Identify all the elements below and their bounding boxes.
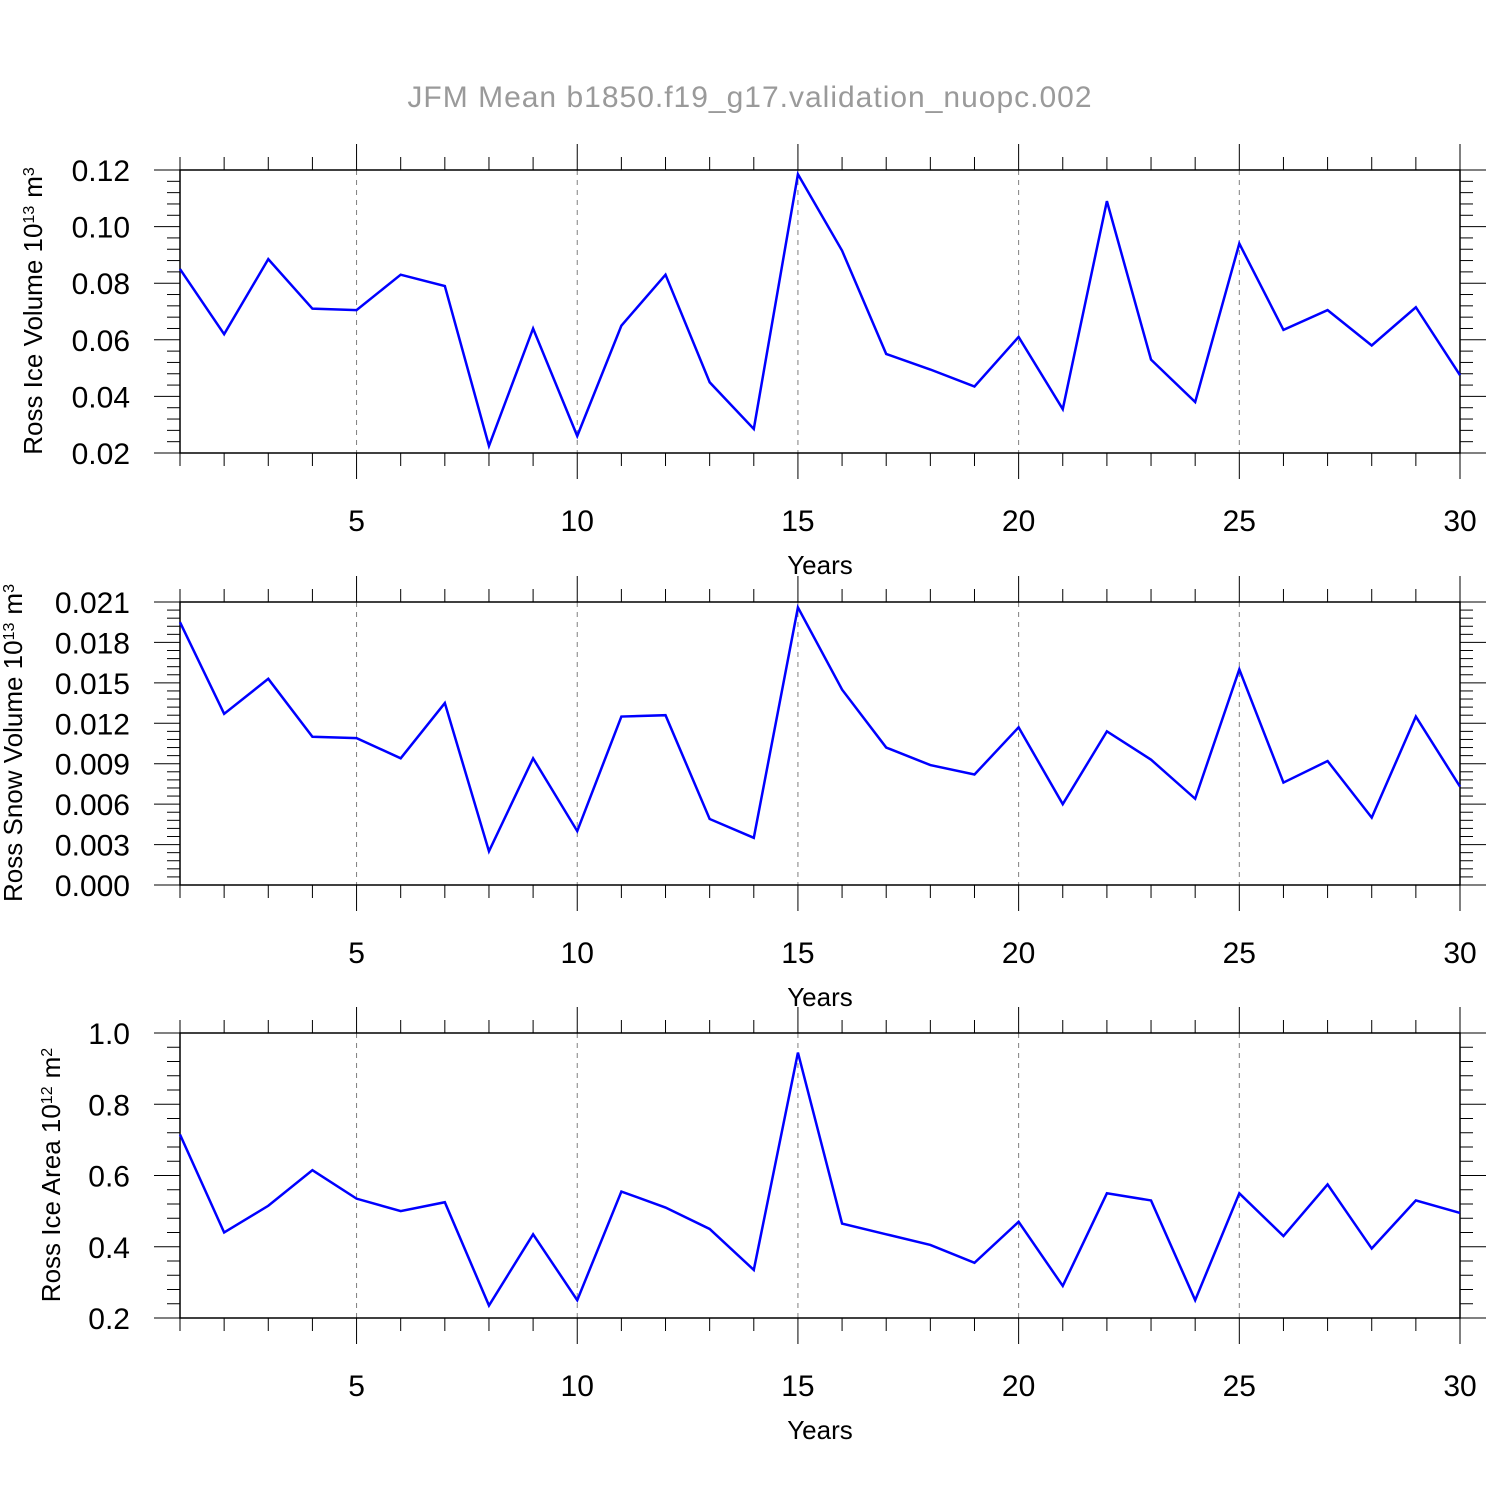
x-tick-label: 30 bbox=[1443, 1370, 1476, 1403]
y-axis-title: Ross Ice Volume 1013 m3 bbox=[18, 167, 48, 455]
y-tick-label: 0.000 bbox=[55, 870, 130, 903]
y-axis-title-text: Ross Snow Volume 10 bbox=[0, 640, 28, 902]
y-tick-label: 0.018 bbox=[55, 627, 130, 660]
x-tick-label: 30 bbox=[1443, 505, 1476, 538]
y-axis-title: Ross Snow Volume 1013 m3 bbox=[0, 584, 28, 902]
x-tick-label: 5 bbox=[348, 1370, 365, 1403]
chart-panel-2: 0.000 0.003 0.006 0.009 0.012 0.015 0.018 0.021… bbox=[0, 576, 1486, 1012]
y-tick-label: 0.2 bbox=[88, 1303, 130, 1336]
y-axis-title-unit-exponent: 2 bbox=[39, 1048, 56, 1057]
y-tick-label: 0.08 bbox=[72, 268, 130, 301]
series-line-1 bbox=[178, 1052, 1461, 1309]
x-tick-label: 5 bbox=[348, 505, 365, 538]
x-tick-label: 25 bbox=[1223, 505, 1256, 538]
plot-frame bbox=[179, 1032, 1461, 1319]
series-line-1 bbox=[178, 603, 1462, 855]
chart-panel-3: 0.2 0.4 0.6 0.8 1.0 5 10 15 20 25 30 Years Ross Ice … bbox=[36, 1007, 1486, 1445]
y-axis-title: Ross Ice Area 1012 m2 bbox=[36, 1048, 66, 1302]
x-tick-label: 15 bbox=[781, 505, 814, 538]
x-axis-title: Years bbox=[787, 1415, 853, 1445]
x-tick-label: 15 bbox=[781, 937, 814, 970]
y-axis-title-text: Ross Ice Area 10 bbox=[36, 1104, 66, 1302]
y-tick-label: 0.04 bbox=[72, 381, 130, 414]
x-tick-label: 25 bbox=[1223, 1370, 1256, 1403]
y-tick-label: 0.6 bbox=[88, 1161, 130, 1194]
y-axis-title-unit: m bbox=[36, 1057, 66, 1079]
y-tick-label: 1.0 bbox=[88, 1018, 130, 1051]
y-tick-label: 0.4 bbox=[88, 1232, 130, 1265]
y-tick-label: 0.10 bbox=[72, 212, 130, 245]
y-tick-label: 0.12 bbox=[72, 155, 130, 188]
chart-title: JFM Mean b1850.f19_g17.validation_nuopc.… bbox=[407, 81, 1092, 114]
x-tick-label: 10 bbox=[561, 937, 594, 970]
y-axis-title-exponent: 13 bbox=[21, 206, 38, 224]
y-tick-label: 0.8 bbox=[88, 1089, 130, 1122]
y-axis-title-unit-exponent: 3 bbox=[1, 584, 18, 593]
y-tick-label: 0.003 bbox=[55, 830, 130, 863]
x-tick-label: 25 bbox=[1223, 937, 1256, 970]
y-tick-label: 0.015 bbox=[55, 668, 130, 701]
x-tick-label: 10 bbox=[561, 1370, 594, 1403]
x-tick-label: 30 bbox=[1443, 937, 1476, 970]
x-axis-title: Years bbox=[787, 550, 853, 580]
x-tick-label: 15 bbox=[781, 1370, 814, 1403]
y-axis-title-text: Ross Ice Volume 10 bbox=[18, 224, 48, 455]
y-tick-label: 0.021 bbox=[55, 587, 130, 620]
chart-panels: 0.020.040.060.080.100.125 10 15 20 25 30Years… bbox=[0, 144, 1486, 1445]
y-tick-label: 0.009 bbox=[55, 749, 130, 782]
x-tick-label: 20 bbox=[1002, 937, 1035, 970]
y-axis-title-exponent: 12 bbox=[39, 1086, 56, 1104]
y-axis-title-unit: m bbox=[18, 176, 48, 198]
x-tick-label: 20 bbox=[1002, 505, 1035, 538]
y-axis-title-unit-exponent: 3 bbox=[21, 167, 38, 176]
plot-frame bbox=[179, 601, 1461, 886]
y-tick-label: 0.012 bbox=[55, 708, 130, 741]
x-tick-label: 5 bbox=[348, 937, 365, 970]
x-tick-label: 10 bbox=[561, 505, 594, 538]
series-line-1 bbox=[178, 170, 1462, 450]
x-axis-title: Years bbox=[787, 982, 853, 1012]
chart-panel-1: 0.02 0.04 0.06 0.08 0.10 0.12 5 10 15 20 25 30 Years… bbox=[18, 144, 1486, 580]
y-tick-label: 0.02 bbox=[72, 438, 130, 471]
y-axis-title-unit: m bbox=[0, 593, 28, 615]
y-tick-label: 0.006 bbox=[55, 789, 130, 822]
x-tick-label: 20 bbox=[1002, 1370, 1035, 1403]
plot-frame bbox=[179, 169, 1461, 454]
y-tick-label: 0.06 bbox=[72, 325, 130, 358]
y-axis-title-exponent: 13 bbox=[1, 622, 18, 640]
